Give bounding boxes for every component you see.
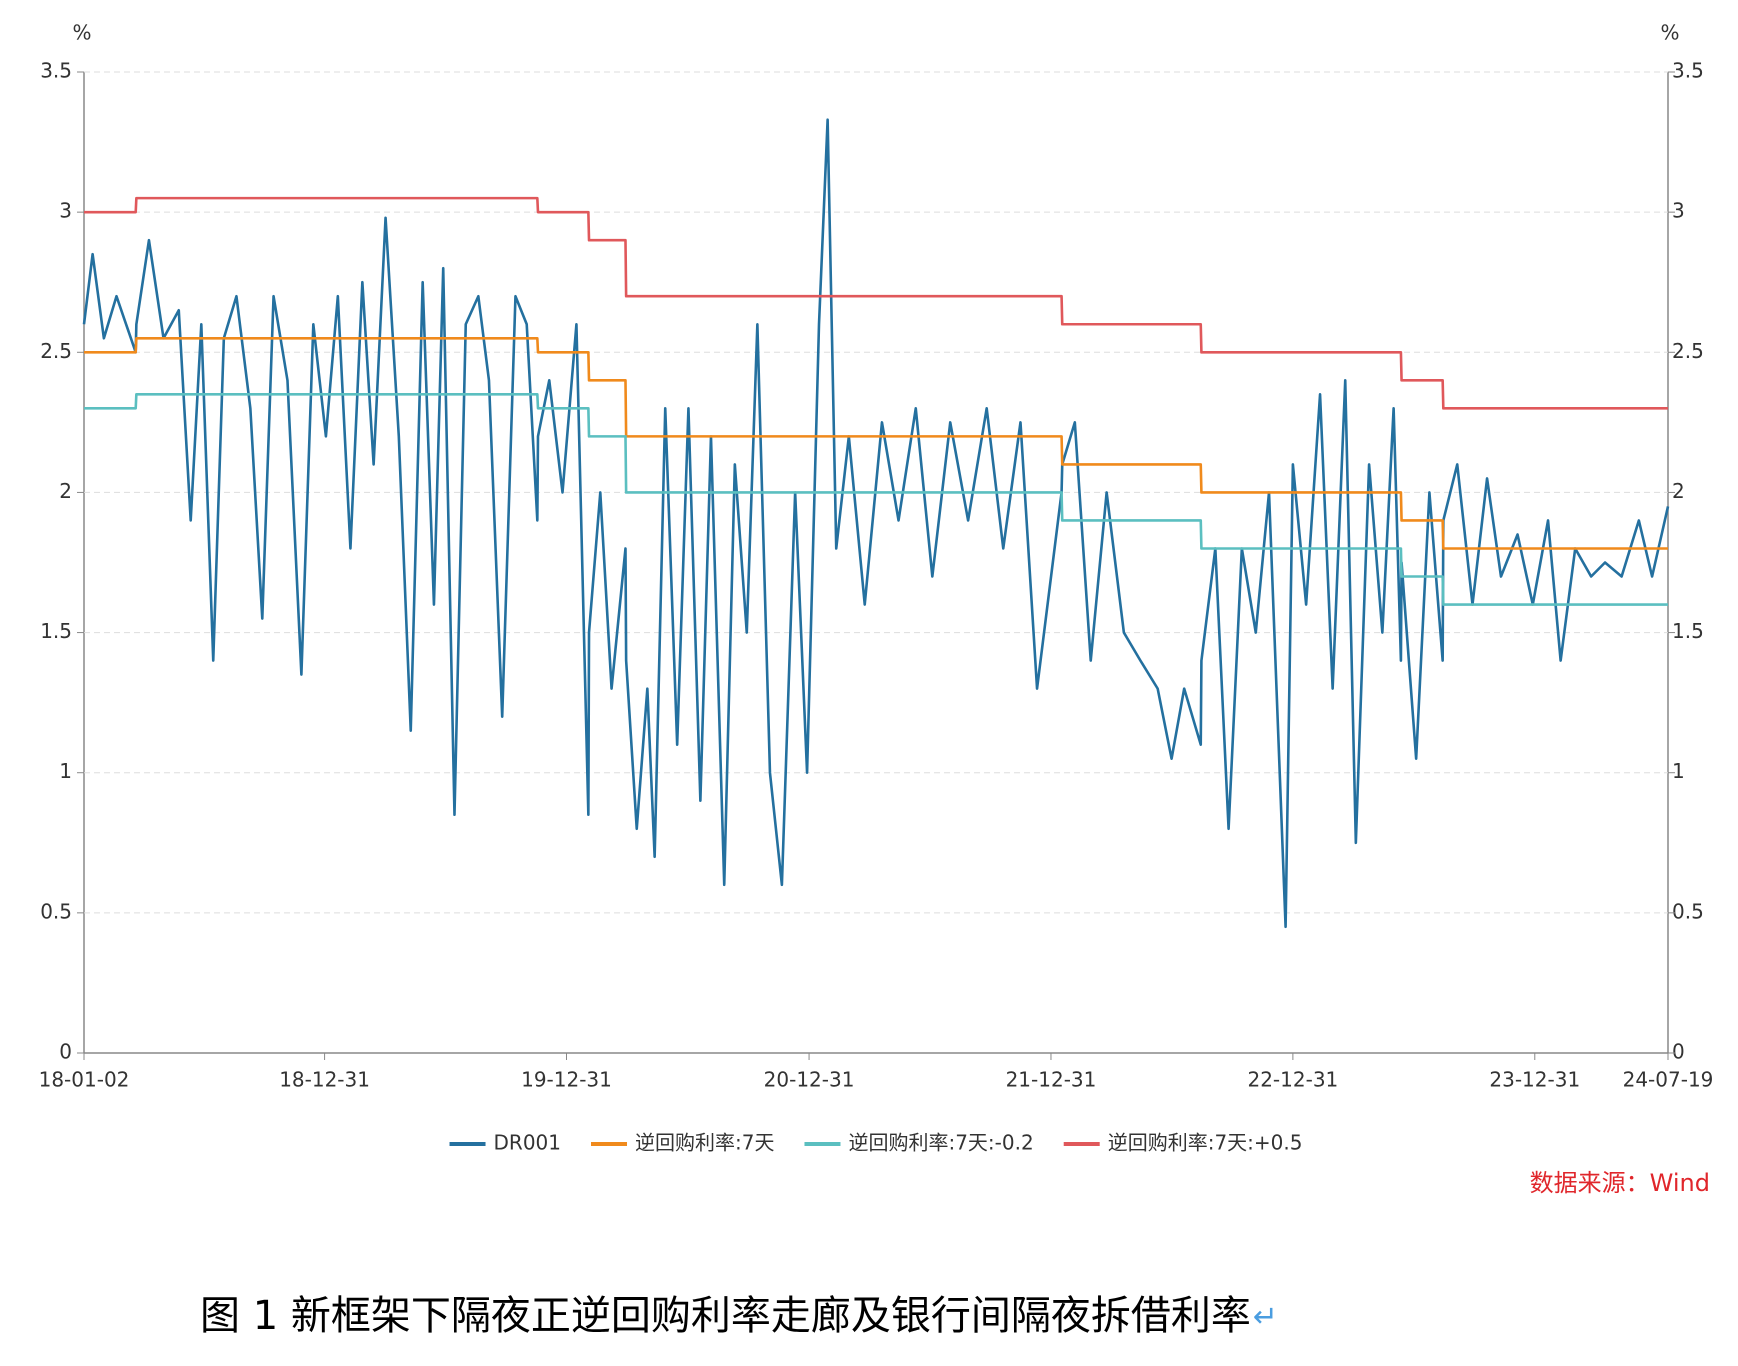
source: 数据来源：Wind <box>1530 1169 1710 1197</box>
legend-label: 逆回购利率:7天 <box>635 1131 774 1155</box>
x-tick-label: 24-07-19 <box>1623 1068 1714 1092</box>
x-tick-label: 18-12-31 <box>279 1068 370 1092</box>
x-tick-label: 20-12-31 <box>764 1068 855 1092</box>
series-line <box>84 196 1668 410</box>
y2-tick-label: 0 <box>1672 1040 1685 1064</box>
y-tick-label: 2 <box>59 479 72 503</box>
y-tick-label: 2.5 <box>40 339 72 363</box>
y2-tick-label: 3.5 <box>1672 59 1704 83</box>
y-unit: % <box>72 21 91 45</box>
y2-tick-label: 3 <box>1672 199 1685 223</box>
series-line <box>82 118 1670 929</box>
caption-mark: ↵ <box>1253 1300 1278 1335</box>
y-tick-label: 3 <box>59 199 72 223</box>
y-tick-label: 1.5 <box>40 619 72 643</box>
x-tick-label: 19-12-31 <box>521 1068 612 1092</box>
legend-label: 逆回购利率:7天:+0.5 <box>1108 1131 1303 1155</box>
caption: 图 1 新框架下隔夜正逆回购利率走廊及银行间隔夜拆借利率 <box>200 1293 1251 1339</box>
y-tick-label: 1 <box>59 759 72 783</box>
x-tick-label: 23-12-31 <box>1489 1068 1580 1092</box>
y-tick-label: 0.5 <box>40 899 72 923</box>
y2-unit: % <box>1660 21 1679 45</box>
y2-tick-label: 0.5 <box>1672 899 1704 923</box>
y2-tick-label: 2 <box>1672 479 1685 503</box>
x-tick-label: 18-01-02 <box>39 1068 130 1092</box>
series-line <box>84 336 1668 550</box>
legend-label: DR001 <box>494 1131 561 1155</box>
y2-tick-label: 1.5 <box>1672 619 1704 643</box>
y-tick-label: 3.5 <box>40 59 72 83</box>
y2-tick-label: 1 <box>1672 759 1685 783</box>
x-tick-label: 22-12-31 <box>1247 1068 1338 1092</box>
x-tick-label: 21-12-31 <box>1006 1068 1097 1092</box>
y-tick-label: 0 <box>59 1040 72 1064</box>
y2-tick-label: 2.5 <box>1672 339 1704 363</box>
legend-label: 逆回购利率:7天:-0.2 <box>848 1131 1033 1155</box>
series-line <box>84 393 1668 606</box>
